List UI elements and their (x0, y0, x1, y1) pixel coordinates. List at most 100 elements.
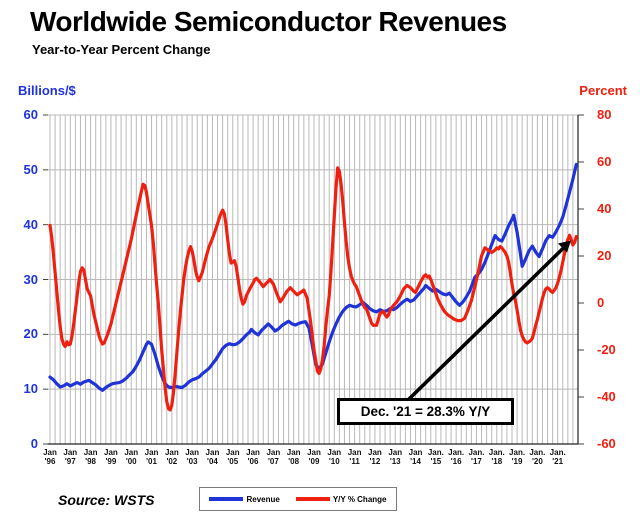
legend-label-revenue: Revenue (246, 494, 280, 504)
x-axis-tick-label: Jan '02 (159, 448, 185, 466)
x-tick-year: '99 (105, 457, 117, 466)
x-tick-month: Jan (266, 448, 281, 457)
x-tick-month: Jan (104, 448, 118, 457)
x-tick-year: '09 (308, 457, 320, 466)
x-axis-tick-label: Jan '07 (260, 448, 286, 466)
x-axis-tick-label: Jan '12 (362, 448, 388, 466)
x-axis-tick-label: Jan '01 (139, 448, 165, 466)
legend-item-revenue: Revenue (209, 494, 280, 504)
x-tick-year: '16 (450, 457, 462, 466)
annotation-callout: Dec. '21 = 28.3% Y/Y (337, 398, 514, 425)
right-axis-tick-label: 80 (597, 107, 612, 122)
left-axis-tick-label: 10 (23, 381, 38, 397)
annotation-arrow-line (406, 246, 566, 402)
x-tick-month: Jan (43, 448, 57, 457)
x-tick-month: Jan (63, 448, 78, 457)
x-axis-tick-label: Jan '13 (382, 448, 408, 466)
x-tick-year: '97 (64, 457, 76, 466)
x-tick-year: '03 (186, 457, 198, 466)
x-tick-month: Jan. (488, 448, 505, 457)
x-tick-month: Jan (185, 448, 200, 457)
right-axis-tick-label: 0 (597, 295, 605, 310)
right-axis-tick-label: 20 (597, 248, 612, 263)
annotation-text: Dec. '21 = 28.3% Y/Y (360, 404, 491, 419)
x-tick-year: '13 (389, 457, 401, 466)
x-axis-tick-label: Jan '06 (240, 448, 266, 466)
x-tick-month: Jan. (427, 448, 444, 457)
x-tick-year: '11 (349, 457, 360, 466)
x-tick-year: '01 (146, 457, 157, 466)
x-axis-tick-label: Jan. '17 (463, 448, 489, 466)
x-tick-month: Jan (144, 448, 159, 457)
x-axis-tick-label: Jan. '21 (545, 448, 571, 466)
right-axis-tick-label: -60 (597, 436, 616, 451)
x-axis-tick-label: Jan. '19 (504, 448, 530, 466)
yoy-change-line (48, 166, 578, 412)
x-tick-year: '21 (552, 457, 564, 466)
x-tick-month: Jan (83, 448, 98, 457)
x-axis-tick-label: Jan. '20 (524, 448, 550, 466)
x-tick-year: '12 (369, 457, 381, 466)
x-tick-year: '08 (288, 457, 300, 466)
x-axis-tick-label: Jan '11 (342, 448, 368, 466)
x-tick-year: '15 (430, 457, 442, 466)
annotation-arrow-head (558, 240, 571, 253)
x-tick-month: Jan (388, 448, 403, 457)
x-tick-month: Jan (307, 448, 321, 457)
x-tick-month: Jan. (529, 448, 546, 457)
legend-item-yoy: Y/Y % Change (295, 494, 387, 504)
source-label: Source: WSTS (58, 492, 155, 508)
left-axis-tick-label: 40 (23, 216, 38, 232)
x-tick-month: Jan (368, 448, 382, 457)
x-tick-month: Jan (286, 448, 301, 457)
right-axis-tick-label: -20 (597, 342, 616, 357)
x-tick-year: '20 (531, 457, 543, 466)
x-axis-tick-label: Jan '09 (301, 448, 327, 466)
x-axis-tick-label: Jan '05 (220, 448, 246, 466)
x-tick-month: Jan. (509, 448, 526, 457)
x-tick-year: '98 (85, 457, 97, 466)
legend: Revenue Y/Y % Change (199, 487, 397, 511)
revenue-line (48, 162, 578, 392)
x-axis-tick-label: Jan. '18 (484, 448, 510, 466)
left-axis-tick-label: 20 (23, 326, 38, 342)
yoy-line-swatch (295, 497, 330, 501)
chart-title: Worldwide Semiconductor Revenues (30, 6, 507, 37)
x-axis-tick-label: Jan '00 (118, 448, 144, 466)
x-tick-year: '19 (511, 457, 523, 466)
x-axis-tick-label: Jan '97 (57, 448, 83, 466)
x-tick-year: '05 (227, 457, 239, 466)
chart-subtitle: Year-to-Year Percent Change (32, 42, 211, 57)
legend-label-yoy: Y/Y % Change (332, 494, 387, 504)
x-tick-year: '18 (491, 457, 503, 466)
right-axis-tick-label: 40 (597, 201, 612, 216)
x-tick-month: Jan. (448, 448, 465, 457)
left-axis-tick-label: 60 (23, 107, 38, 122)
right-axis-title: Percent (579, 83, 627, 98)
x-axis-tick-label: Jan. '15 (423, 448, 449, 466)
x-axis-tick-label: Jan '14 (403, 448, 429, 466)
x-tick-year: '00 (125, 457, 137, 466)
x-tick-year: '04 (207, 457, 218, 466)
x-axis-tick-label: Jan '10 (321, 448, 347, 466)
left-axis-tick-label: 0 (30, 436, 38, 451)
x-tick-year: '07 (267, 457, 279, 466)
x-tick-month: Jan (205, 448, 220, 457)
x-tick-year: '06 (247, 457, 259, 466)
right-axis-tick-label: -40 (597, 389, 616, 404)
x-axis-tick-label: Jan '03 (179, 448, 205, 466)
x-axis-tick-label: Jan '99 (98, 448, 124, 466)
x-tick-month: Jan (408, 448, 423, 457)
left-axis-tick-label: 30 (23, 271, 38, 287)
x-tick-month: Jan. (549, 448, 566, 457)
x-tick-month: Jan (347, 448, 362, 457)
revenue-line-swatch (209, 497, 244, 501)
x-axis-tick-label: Jan '98 (78, 448, 104, 466)
x-axis-tick-label: Jan '96 (37, 448, 63, 466)
x-tick-month: Jan (246, 448, 260, 457)
x-tick-year: '96 (44, 457, 56, 466)
x-axis-tick-label: Jan. '16 (443, 448, 469, 466)
x-tick-month: Jan (124, 448, 139, 457)
x-tick-year: '14 (410, 457, 421, 466)
